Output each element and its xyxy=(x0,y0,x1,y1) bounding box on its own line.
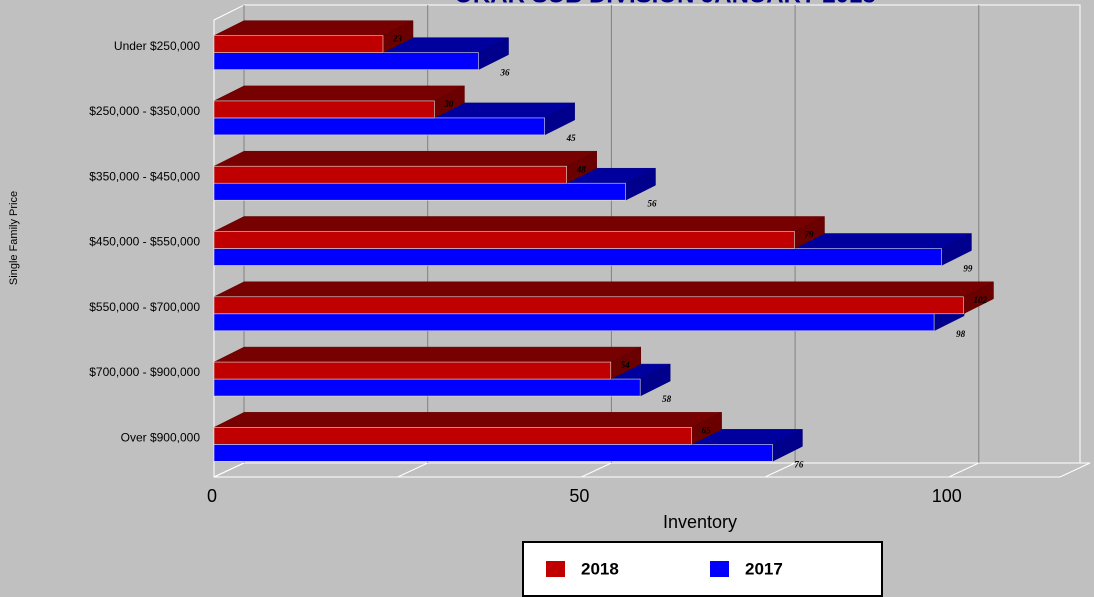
y-tick-label: $700,000 - $900,000 xyxy=(89,365,200,379)
y-tick-label: $450,000 - $550,000 xyxy=(89,235,200,249)
value-label: 56 xyxy=(647,198,657,208)
legend-swatch xyxy=(546,561,565,577)
chart-title: OKAR SUB DIVISION JANUARY 2018 xyxy=(454,0,875,8)
bar xyxy=(213,248,942,266)
floor xyxy=(213,462,1091,478)
value-label: 65 xyxy=(702,425,712,435)
bar xyxy=(213,444,773,462)
value-label: 58 xyxy=(662,394,672,404)
y-axis-label: Single Family Price xyxy=(8,191,20,285)
value-label: 30 xyxy=(443,99,454,109)
x-tick-label: 100 xyxy=(932,486,962,506)
bar-top xyxy=(213,85,465,102)
x-tick-label: 50 xyxy=(569,486,589,506)
floor-grid-line xyxy=(397,462,428,478)
bar xyxy=(213,427,692,445)
legend-label: 2018 xyxy=(581,559,619,578)
bar xyxy=(213,231,795,249)
bar-top xyxy=(213,150,597,167)
bar xyxy=(213,361,612,380)
x-tick-label: 0 xyxy=(207,486,217,506)
bar-top xyxy=(213,216,825,232)
bar xyxy=(213,296,964,315)
legend-swatch xyxy=(710,561,729,577)
value-label: 36 xyxy=(500,68,511,78)
value-label: 48 xyxy=(576,164,587,174)
bar xyxy=(213,117,545,136)
bar xyxy=(213,165,567,184)
floor-grid-line xyxy=(764,462,796,478)
value-label: 99 xyxy=(963,264,973,274)
value-label: 98 xyxy=(956,329,966,339)
value-label: 79 xyxy=(804,230,814,240)
y-tick-label: Over $900,000 xyxy=(121,431,201,445)
y-tick-label: Under $250,000 xyxy=(114,39,200,53)
bar-top xyxy=(213,346,641,363)
bar-top xyxy=(213,281,994,298)
bar xyxy=(213,35,384,53)
bar xyxy=(213,313,935,332)
bar xyxy=(213,378,641,397)
bar-top xyxy=(213,412,722,428)
value-label: 45 xyxy=(566,133,577,143)
value-label: 102 xyxy=(973,295,987,305)
value-label: 23 xyxy=(392,34,403,44)
value-label: 54 xyxy=(621,360,631,370)
y-tick-label: $550,000 - $700,000 xyxy=(89,300,200,314)
bar xyxy=(213,52,479,70)
bar xyxy=(213,100,435,119)
y-tick-label: $250,000 - $350,000 xyxy=(89,104,200,118)
legend xyxy=(522,541,883,597)
floor-grid-line xyxy=(948,462,979,478)
x-axis-label: Inventory xyxy=(663,512,737,532)
bar-top xyxy=(213,20,414,36)
floor-grid-line xyxy=(213,462,245,478)
legend-label: 2017 xyxy=(745,559,783,578)
bar xyxy=(213,182,626,201)
y-tick-label: $350,000 - $450,000 xyxy=(89,169,200,183)
value-label: 76 xyxy=(794,459,804,469)
floor-grid-line xyxy=(581,462,612,478)
